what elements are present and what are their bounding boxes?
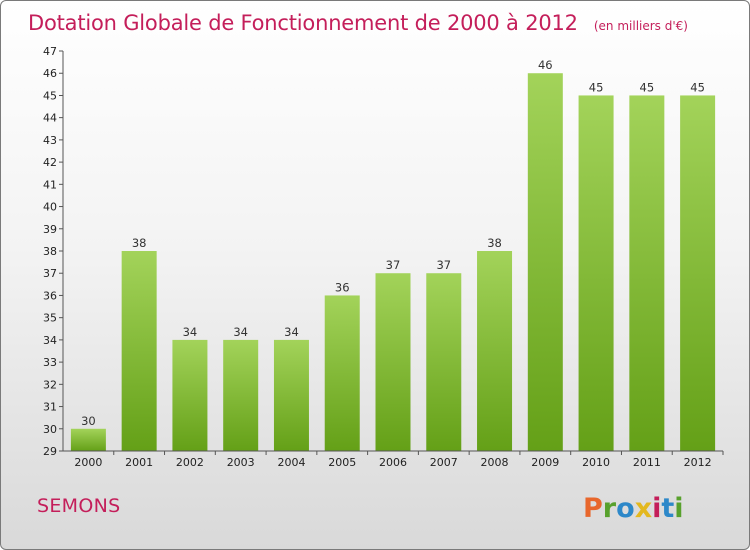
y-tick-label: 37 xyxy=(43,267,57,280)
y-tick-label: 29 xyxy=(43,445,57,458)
logo-letter: x xyxy=(634,493,653,524)
value-label-2002: 34 xyxy=(183,325,198,339)
logo-letter: P xyxy=(583,493,603,524)
y-tick-label: 31 xyxy=(43,401,57,414)
y-tick-label: 46 xyxy=(43,67,57,80)
x-axis: 2000 2001 2002 2003 2004 2005 2006 2007 2008 2009… xyxy=(63,450,724,469)
logo-letter: i xyxy=(652,493,662,524)
bar-2000 xyxy=(70,428,106,451)
y-tick-label: 42 xyxy=(43,156,57,169)
x-tick-label-2004: 2004 xyxy=(277,456,305,469)
y-tick-label: 35 xyxy=(43,312,57,325)
value-label-2011: 45 xyxy=(640,80,655,94)
y-tick-label: 40 xyxy=(43,201,57,214)
bar-2002 xyxy=(172,339,208,451)
x-tick-label-2009: 2009 xyxy=(531,456,559,469)
value-label-2005: 36 xyxy=(335,280,350,294)
bar-2008 xyxy=(477,251,513,451)
title-text: Dotation Globale de Fonctionnement de 20… xyxy=(28,11,578,35)
value-label-2008: 38 xyxy=(487,236,502,250)
y-axis: 29 30 31 32 33 34 35 36 37 38 39 40 41 42 43 44 45 46 47 xyxy=(43,45,64,458)
x-tick-label-2006: 2006 xyxy=(379,456,407,469)
x-tick-label-2001: 2001 xyxy=(125,456,153,469)
logo-letter: t xyxy=(661,493,675,524)
bars: 30 38 34 34 34 36 37 37 38 46 45 45 45 xyxy=(70,58,716,451)
x-tick-label-2008: 2008 xyxy=(481,456,509,469)
bar-2010 xyxy=(578,95,614,451)
value-label-2003: 34 xyxy=(233,325,248,339)
bar-2001 xyxy=(121,251,157,451)
bar-2003 xyxy=(223,339,259,451)
value-label-2009: 46 xyxy=(538,58,553,72)
logo-letter: r xyxy=(602,493,617,524)
chart-title: Dotation Globale de Fonctionnement de 20… xyxy=(28,7,688,39)
bar-2005 xyxy=(324,295,360,451)
y-tick-label: 47 xyxy=(43,45,57,58)
x-tick-label-2003: 2003 xyxy=(227,456,255,469)
x-tick-label-2010: 2010 xyxy=(582,456,610,469)
y-tick-label: 39 xyxy=(43,223,57,236)
bar-2006 xyxy=(375,273,411,451)
logo-letter: i xyxy=(674,493,684,524)
value-label-2006: 37 xyxy=(386,258,401,272)
logo-letter: o xyxy=(616,493,635,524)
commune-name: SEMONS xyxy=(37,495,121,517)
value-label-2010: 45 xyxy=(589,80,604,94)
value-label-2000: 30 xyxy=(81,414,96,428)
y-tick-label: 45 xyxy=(43,89,57,102)
x-tick-label-2012: 2012 xyxy=(684,456,712,469)
y-tick-label: 32 xyxy=(43,378,57,391)
x-tick-label-2000: 2000 xyxy=(74,456,102,469)
value-label-2012: 45 xyxy=(690,80,705,94)
value-label-2004: 34 xyxy=(284,325,299,339)
value-label-2001: 38 xyxy=(132,236,147,250)
bar-2011 xyxy=(629,95,665,451)
bar-2012 xyxy=(680,95,716,451)
x-tick-label-2011: 2011 xyxy=(633,456,661,469)
y-tick-label: 30 xyxy=(43,423,57,436)
y-tick-label: 38 xyxy=(43,245,57,258)
x-tick-label-2005: 2005 xyxy=(328,456,356,469)
y-tick-label: 43 xyxy=(43,134,57,147)
y-tick-label: 33 xyxy=(43,356,57,369)
bar-2004 xyxy=(273,339,309,451)
y-tick-label: 34 xyxy=(43,334,57,347)
unit-label: (en milliers d'€) xyxy=(593,19,688,33)
bar-2007 xyxy=(426,273,462,451)
x-tick-label-2002: 2002 xyxy=(176,456,204,469)
value-label-2007: 37 xyxy=(436,258,451,272)
proxiti-logo[interactable]: Proxiti xyxy=(583,489,693,529)
y-tick-label: 44 xyxy=(43,112,57,125)
y-tick-label: 41 xyxy=(43,178,57,191)
x-tick-label-2007: 2007 xyxy=(430,456,458,469)
y-tick-label: 36 xyxy=(43,289,57,302)
bar-2009 xyxy=(527,73,563,451)
